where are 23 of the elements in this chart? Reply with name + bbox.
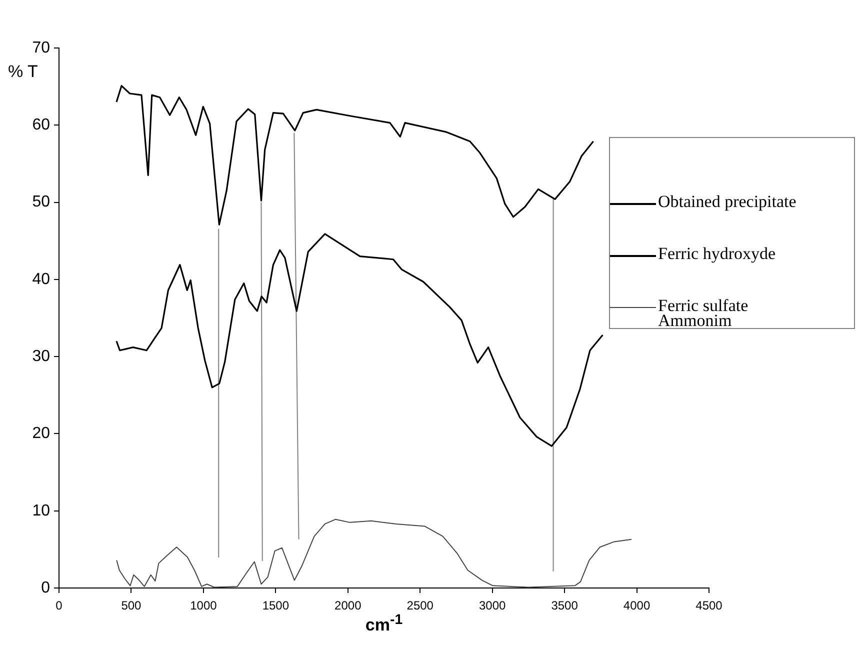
x-tick-label: 2500	[406, 598, 434, 613]
y-tick-label: 50	[32, 194, 50, 211]
legend-label: Ferric sulfate Ammonim	[658, 296, 750, 330]
legend-label: Obtained precipitate	[658, 192, 798, 211]
x-tick-label: 4500	[696, 598, 723, 613]
x-tick-label: 4000	[623, 598, 650, 613]
y-tick-label: 30	[32, 348, 50, 365]
x-tick-label: 1000	[190, 598, 218, 613]
legend-label: Ferric hydroxyde	[658, 244, 777, 263]
x-tick-label: 3500	[551, 598, 578, 613]
y-axis-title: % T	[8, 62, 38, 82]
x-axis-title: cm$^{-1}$	[364, 612, 404, 636]
x-tick-label: 500	[121, 598, 142, 613]
x-tick-label: 0	[56, 598, 63, 613]
y-tick-label: 20	[32, 425, 50, 442]
x-tick-label: 1500	[262, 598, 290, 613]
y-tick-label: 0	[41, 579, 50, 596]
y-tick-label: 10	[32, 502, 50, 520]
x-tick-label: 3000	[478, 598, 506, 613]
y-tick-label: 60	[32, 116, 50, 134]
x-tick-label: 2000	[334, 598, 362, 613]
y-tick-label: 40	[32, 270, 50, 288]
y-tick-label: 70	[32, 39, 50, 56]
